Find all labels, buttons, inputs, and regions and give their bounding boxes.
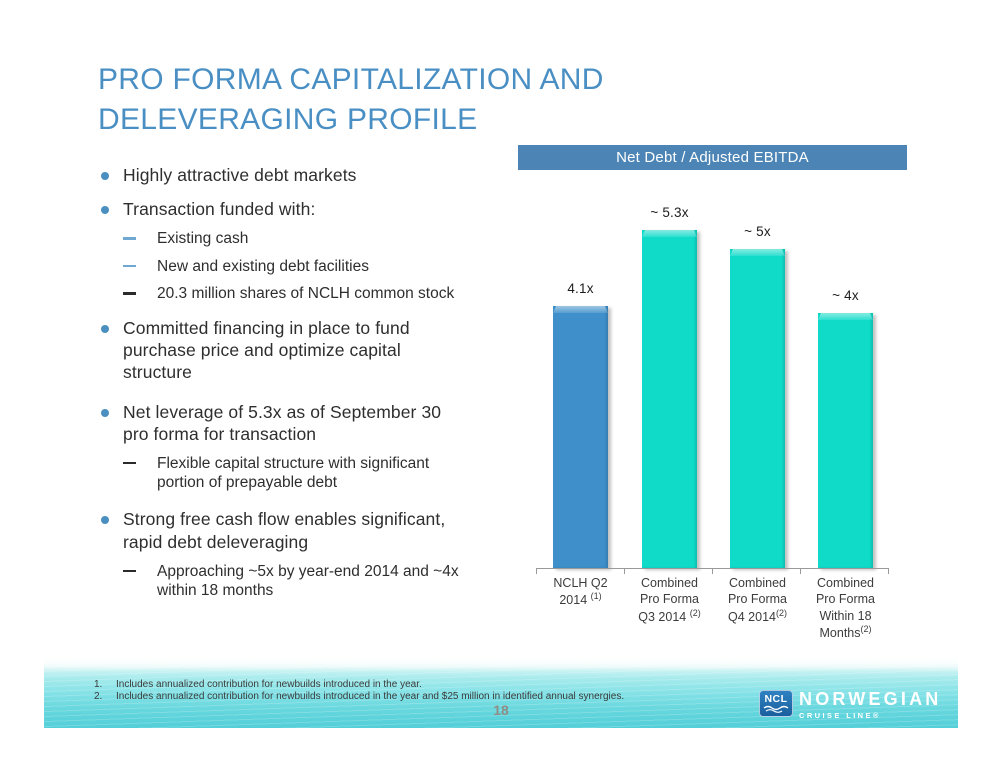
footnote-text: Includes annualized contribution for new… [116,691,625,702]
footer-water-band: 1. Includes annualized contribution for … [44,656,958,728]
ncl-badge: NCL [759,690,793,717]
page-number: 18 [493,702,509,718]
bar-combined-within-18-months [818,313,873,568]
bullet-dot-icon [101,172,109,180]
bar-value-label: 4.1x [567,281,594,296]
page-title: PRO FORMA CAPITALIZATION AND DELEVERAGIN… [98,63,604,136]
axis-tick [712,569,713,574]
bar-nclh-q2-2014 [553,306,608,568]
sub-bullet-item: New and existing debt facilities [123,257,546,276]
sub-bullet-text: Flexible capital structure with signific… [157,454,430,492]
footnote-text: Includes annualized contribution for new… [116,679,422,690]
chart-title-bar: Net Debt / Adjusted EBITDA [518,145,907,170]
logo-name: NORWEGIAN [799,689,942,709]
footnote-number: 2. [94,691,103,702]
sub-bullet-text: 20.3 million shares of NCLH common stock [157,285,455,303]
bullet-text: Highly attractive debt markets [123,165,357,185]
bullet-text: Transaction funded with: [123,199,316,220]
category-label: Combined Pro Forma Within 18 Months(2) [815,576,876,640]
dash-icon [123,264,136,268]
category-label: NCLH Q2 2014 (1) [553,576,608,608]
ncl-badge-text: NCL [764,693,788,705]
bullet-item: Highly attractive debt markets [96,164,546,186]
x-axis [536,568,889,574]
axis-tick [624,569,625,574]
ncl-logo: NCL NORWEGIAN CRUISE LINE® [759,690,941,720]
bullet-item: Strong free cash flow enables significan… [96,508,546,552]
sub-bullet-text: Approaching ~5x by year-end 2014 and ~4x… [157,562,459,600]
bullet-dot-icon [101,516,109,525]
bullet-text: Net leverage of 5.3x as of September 30 … [123,402,442,445]
bullet-dot-icon [101,206,109,215]
footnotes: 1. Includes annualized contribution for … [94,679,624,703]
sub-bullet-text: Existing cash [157,230,249,248]
footnote-row: 2. Includes annualized contribution for … [94,691,624,703]
dash-icon [123,569,136,573]
bullet-item: Net leverage of 5.3x as of September 30 … [96,401,546,445]
footnote-number: 1. [94,679,103,690]
bar-value-label: ~ 4x [832,288,859,303]
logo-text: NORWEGIAN CRUISE LINE® [799,690,941,720]
category-label: Combined Pro Forma Q3 2014 (2) [638,576,701,624]
wave-icon [763,705,789,713]
bullet-text: Committed financing in place to fund pur… [123,317,410,382]
axis-tick [536,569,537,574]
bar-combined-q4-2014 [730,249,785,568]
dash-icon [123,461,136,465]
dash-icon [123,292,136,295]
bullet-item: Transaction funded with: [96,198,546,220]
net-debt-chart: Net Debt / Adjusted EBITDA 4.1x ~ 5.3x ~… [518,145,907,650]
category-label: Combined Pro Forma Q4 2014(2) [727,576,788,624]
bullet-dot-icon [101,409,109,418]
axis-tick [800,569,801,574]
bullet-text: Strong free cash flow enables significan… [123,509,446,552]
sub-bullet-item: Flexible capital structure with signific… [123,454,546,493]
bullet-dot-icon [101,324,109,333]
sub-bullet-text: New and existing debt facilities [157,257,369,275]
logo-tagline: CRUISE LINE® [799,711,881,720]
bullet-item: Committed financing in place to fund pur… [96,317,546,384]
bar-value-label: ~ 5x [744,224,771,239]
bullet-list: Highly attractive debt markets Transacti… [96,164,546,601]
sub-bullet-item: Existing cash [123,229,546,248]
footnote-row: 1. Includes annualized contribution for … [94,679,624,691]
sub-bullet-item: 20.3 million shares of NCLH common stock [123,284,546,303]
bar-value-label: ~ 5.3x [650,205,689,220]
axis-tick [888,569,889,574]
bar-combined-q3-2014 [642,230,697,568]
dash-icon [123,237,136,241]
sub-bullet-item: Approaching ~5x by year-end 2014 and ~4x… [123,562,546,601]
